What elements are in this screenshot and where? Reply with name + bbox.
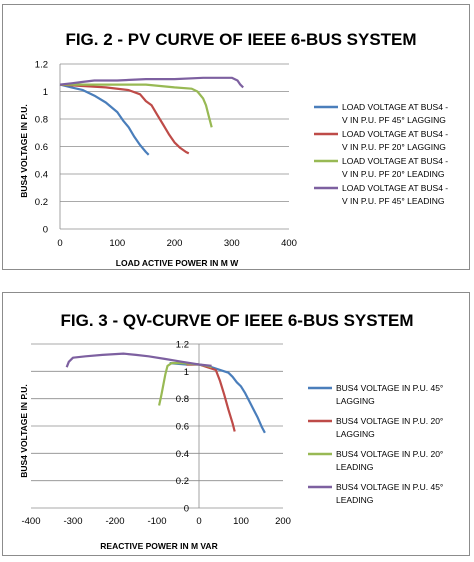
legend-label: V IN P.U. PF 20° LAGGING <box>342 142 446 152</box>
series-line <box>59 83 190 155</box>
y-tick-label: 0.2 <box>35 197 48 208</box>
qv-curve-chart: FIG. 3 - QV-CURVE OF IEEE 6-BUS SYSTEM B… <box>2 292 470 556</box>
series-line <box>186 363 236 432</box>
legend-label: LOAD VOLTAGE AT BUS4 - <box>342 183 448 193</box>
x-tick-label: 200 <box>167 238 183 249</box>
legend-label: V IN P.U. PF 45° LEADING <box>342 196 444 206</box>
x-tick-label: 400 <box>281 238 297 249</box>
pv-curve-svg: FIG. 2 - PV CURVE OF IEEE 6-BUS SYSTEM B… <box>19 30 448 268</box>
legend-label: BUS4 VOLTAGE IN P.U. 45° <box>336 482 443 492</box>
legend-label: BUS4 VOLTAGE IN P.U. 20° <box>336 416 443 426</box>
x-axis-title: LOAD ACTIVE POWER IN M W <box>116 258 239 268</box>
y-tick-label: 1.2 <box>176 340 189 351</box>
chart-title: FIG. 2 - PV CURVE OF IEEE 6-BUS SYSTEM <box>65 30 416 49</box>
series-line <box>59 83 150 156</box>
x-tick-label: 100 <box>233 516 249 527</box>
series-line <box>60 83 213 128</box>
legend-label: V IN P.U. PF 45° LAGGING <box>342 115 446 125</box>
chart-title: FIG. 3 - QV-CURVE OF IEEE 6-BUS SYSTEM <box>61 311 414 330</box>
pv-curve-chart: FIG. 2 - PV CURVE OF IEEE 6-BUS SYSTEM B… <box>2 4 470 270</box>
qv-curve-svg: FIG. 3 - QV-CURVE OF IEEE 6-BUS SYSTEM B… <box>19 311 443 551</box>
x-tick-label: 0 <box>57 238 62 249</box>
y-tick-label: 1 <box>184 367 189 378</box>
legend-label: LOAD VOLTAGE AT BUS4 - <box>342 102 448 112</box>
legend-label: V IN P.U. PF 20° LEADING <box>342 169 444 179</box>
x-tick-label: -100 <box>147 516 166 527</box>
y-tick-label: 1 <box>43 87 48 98</box>
legend-label: LAGGING <box>336 429 375 439</box>
series-line <box>65 352 212 368</box>
legend-label: BUS4 VOLTAGE IN P.U. 45° <box>336 383 443 393</box>
legend-label: BUS4 VOLTAGE IN P.U. 20° <box>336 449 443 459</box>
y-tick-label: 0.6 <box>35 142 48 153</box>
y-axis-title: BUS4 VOLTAGE IN P.U. <box>19 104 29 198</box>
x-tick-label: -200 <box>105 516 124 527</box>
y-tick-label: 0.2 <box>176 476 189 487</box>
legend-label: LEADING <box>336 495 373 505</box>
y-tick-label: 0.8 <box>35 115 48 126</box>
y-tick-label: 0.8 <box>176 394 189 405</box>
x-tick-label: 200 <box>275 516 291 527</box>
x-axis-title: REACTIVE POWER IN M VAR <box>100 541 217 551</box>
x-tick-label: 300 <box>224 238 240 249</box>
series-line <box>59 76 244 89</box>
y-axis-title: BUS4 VOLTAGE IN P.U. <box>19 384 29 478</box>
y-tick-label: 0.4 <box>35 170 48 181</box>
y-tick-label: 0 <box>43 225 48 236</box>
y-tick-label: 1.2 <box>35 60 48 71</box>
y-tick-label: 0.4 <box>176 449 189 460</box>
x-tick-label: 100 <box>109 238 125 249</box>
legend-label: LAGGING <box>336 396 375 406</box>
legend-label: LEADING <box>336 462 373 472</box>
x-tick-label: -400 <box>21 516 40 527</box>
y-tick-label: 0.6 <box>176 422 189 433</box>
x-tick-label: 0 <box>196 516 201 527</box>
legend-label: LOAD VOLTAGE AT BUS4 - <box>342 129 448 139</box>
x-tick-label: -300 <box>63 516 82 527</box>
y-tick-label: 0 <box>184 504 189 515</box>
legend-label: LOAD VOLTAGE AT BUS4 - <box>342 156 448 166</box>
